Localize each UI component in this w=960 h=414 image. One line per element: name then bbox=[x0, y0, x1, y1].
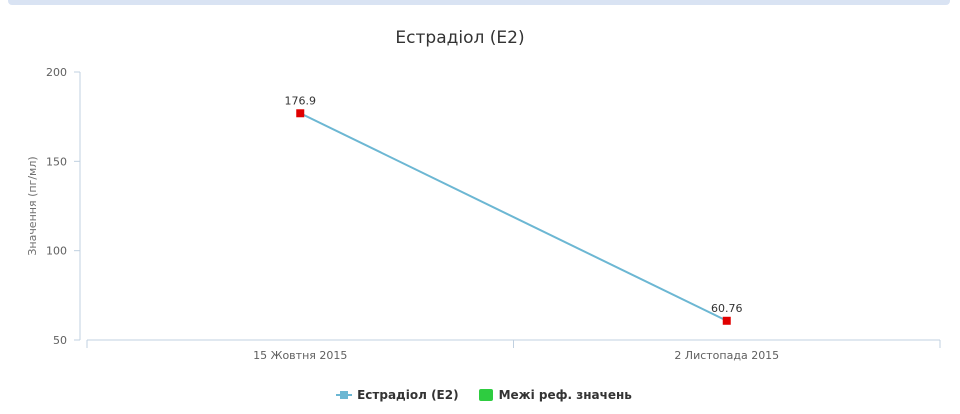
data-point-0-1 bbox=[722, 316, 731, 325]
legend-label-estradiol: Естрадіол (E2) bbox=[357, 388, 459, 402]
legend-line-marker-icon bbox=[336, 389, 353, 401]
legend-label-reference-range: Межі реф. значень bbox=[498, 388, 632, 402]
y-tick-label-3: 200 bbox=[46, 66, 67, 79]
data-label-0-1: 60.76 bbox=[711, 302, 743, 315]
x-tick-label-1: 2 Листопада 2015 bbox=[674, 349, 779, 362]
y-tick-label-2: 150 bbox=[46, 155, 67, 168]
series-line-0 bbox=[299, 112, 728, 322]
data-label-0-0: 176.9 bbox=[285, 94, 317, 107]
data-point-0-0 bbox=[296, 109, 305, 118]
legend: Естрадіол (E2) Межі реф. значень bbox=[0, 388, 960, 402]
legend-box-icon bbox=[478, 389, 493, 401]
legend-item-estradiol[interactable]: Естрадіол (E2) bbox=[336, 388, 459, 402]
y-tick-label-0: 50 bbox=[53, 334, 67, 347]
y-tick-label-1: 100 bbox=[46, 245, 67, 258]
legend-item-reference-range[interactable]: Межі реф. значень bbox=[478, 388, 632, 402]
y-axis-title: Значення (пг/мл) bbox=[26, 156, 39, 255]
top-bar bbox=[8, 0, 950, 5]
x-tick-label-0: 15 Жовтня 2015 bbox=[253, 349, 347, 362]
chart-title: Естрадіол (E2) bbox=[395, 28, 525, 48]
